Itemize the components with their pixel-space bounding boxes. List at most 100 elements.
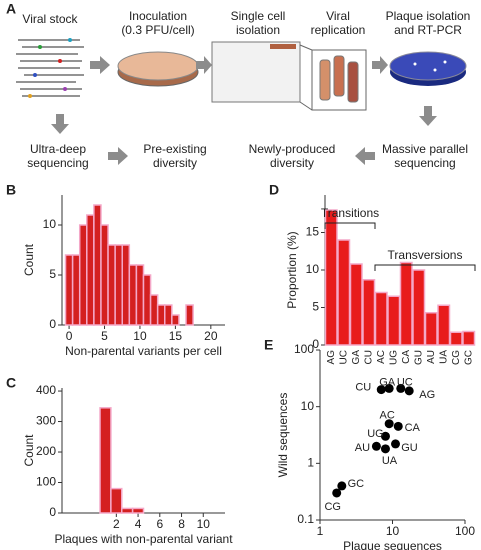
x-tick-label: CU xyxy=(363,350,374,364)
tubes-icon xyxy=(311,49,367,111)
bar xyxy=(412,269,426,346)
y-axis-label: Proportion (%) xyxy=(285,231,299,308)
x-tick-label: GU xyxy=(413,350,424,365)
bar xyxy=(114,244,123,326)
x-tick-label: 1 xyxy=(317,524,324,538)
point xyxy=(384,419,394,429)
x-tick-label: 10 xyxy=(386,524,400,538)
bar xyxy=(100,224,109,326)
bar xyxy=(362,279,376,346)
y-tick-label: 0.1 xyxy=(297,512,314,526)
bar xyxy=(449,331,463,346)
x-tick-label: 100 xyxy=(455,524,475,538)
bar xyxy=(107,244,116,326)
node-label: Ultra-deep xyxy=(30,142,86,156)
point-label: AG xyxy=(419,389,435,401)
node-label: Pre-existing xyxy=(143,142,206,156)
point xyxy=(393,421,403,431)
point-label: GC xyxy=(348,478,365,490)
bar xyxy=(142,274,152,326)
y-tick-label: 0 xyxy=(49,505,56,519)
bar xyxy=(71,254,81,326)
node-label: Viral stock xyxy=(22,12,78,26)
x-tick-label: 8 xyxy=(178,517,185,531)
x-tick-label: CA xyxy=(401,350,412,364)
x-tick-label: 10 xyxy=(197,517,211,531)
y-axis-label: Wild sequences xyxy=(276,393,290,478)
point-label: UA xyxy=(382,455,398,467)
x-tick-label: 4 xyxy=(135,517,142,531)
panel-letter: B xyxy=(6,182,16,198)
y-tick-label: 200 xyxy=(36,444,56,458)
node-label: replication xyxy=(311,23,366,37)
point-label: CG xyxy=(324,501,341,513)
node-label: and RT-PCR xyxy=(394,23,462,37)
node-label: isolation xyxy=(236,23,280,37)
y-tick-label: 5 xyxy=(312,300,319,314)
point xyxy=(391,439,401,449)
x-axis-label: Plaques with non-parental variant xyxy=(54,532,233,546)
node-label: diversity xyxy=(153,156,197,170)
y-tick-label: 10 xyxy=(43,217,57,231)
bar xyxy=(424,312,438,346)
panel-a: A Viral stock Inoculation (0.3 PFU/cell)… xyxy=(6,1,470,170)
plaque-dish-icon xyxy=(389,51,467,86)
bar xyxy=(131,507,145,514)
annotation: Transitions xyxy=(321,206,379,220)
zoom-line xyxy=(299,101,313,111)
point xyxy=(384,383,394,393)
point-label: CA xyxy=(405,422,421,434)
node-label: Massive parallel xyxy=(382,142,468,156)
bar xyxy=(99,407,112,514)
bar xyxy=(135,264,145,326)
viral-stock-icon xyxy=(16,38,84,98)
x-tick-label: 0 xyxy=(66,329,73,343)
y-tick-label: 100 xyxy=(36,475,56,489)
y-tick-label: 0 xyxy=(312,337,319,351)
x-tick-label: 6 xyxy=(156,517,163,531)
point xyxy=(404,386,414,396)
node-label: (0.3 PFU/cell) xyxy=(121,23,194,37)
point-label: CU xyxy=(355,382,371,394)
bracket xyxy=(374,264,476,271)
point xyxy=(380,431,390,441)
panel-letter: D xyxy=(269,182,279,198)
y-tick-label: 1 xyxy=(307,456,314,470)
y-tick-label: 15 xyxy=(306,225,320,239)
node-label: Plaque isolation xyxy=(386,9,471,23)
x-tick-label: AU xyxy=(426,350,437,364)
x-tick-label: CG xyxy=(451,350,462,365)
node-label: sequencing xyxy=(394,156,455,170)
point xyxy=(380,444,390,454)
point xyxy=(337,481,347,491)
bar xyxy=(121,507,134,514)
y-tick-label: 10 xyxy=(306,262,320,276)
y-tick-label: 400 xyxy=(36,383,56,397)
point-label: UG xyxy=(367,428,384,440)
bar xyxy=(462,330,476,346)
bar xyxy=(337,239,351,346)
bar xyxy=(387,295,401,346)
bracket xyxy=(324,222,376,229)
node-label: Inoculation xyxy=(129,9,187,23)
node-label: Viral xyxy=(326,9,350,23)
point xyxy=(396,383,406,393)
x-tick-label: GA xyxy=(351,350,362,365)
node-label: Newly-produced xyxy=(249,142,336,156)
y-tick-label: 5 xyxy=(49,267,56,281)
x-tick-label: GC xyxy=(463,350,474,365)
y-axis-label: Count xyxy=(22,434,36,467)
x-tick-label: AC xyxy=(376,350,387,364)
bar xyxy=(128,264,138,326)
bar xyxy=(64,254,74,326)
bar xyxy=(171,314,180,326)
y-tick-label: 10 xyxy=(301,399,315,413)
panel-letter: A xyxy=(6,1,16,17)
y-tick-label: 300 xyxy=(36,414,56,428)
bar xyxy=(110,487,123,514)
dish-icon xyxy=(117,51,199,87)
bar xyxy=(374,291,388,346)
x-axis-label: Plaque sequences xyxy=(343,539,442,550)
point xyxy=(376,385,386,395)
